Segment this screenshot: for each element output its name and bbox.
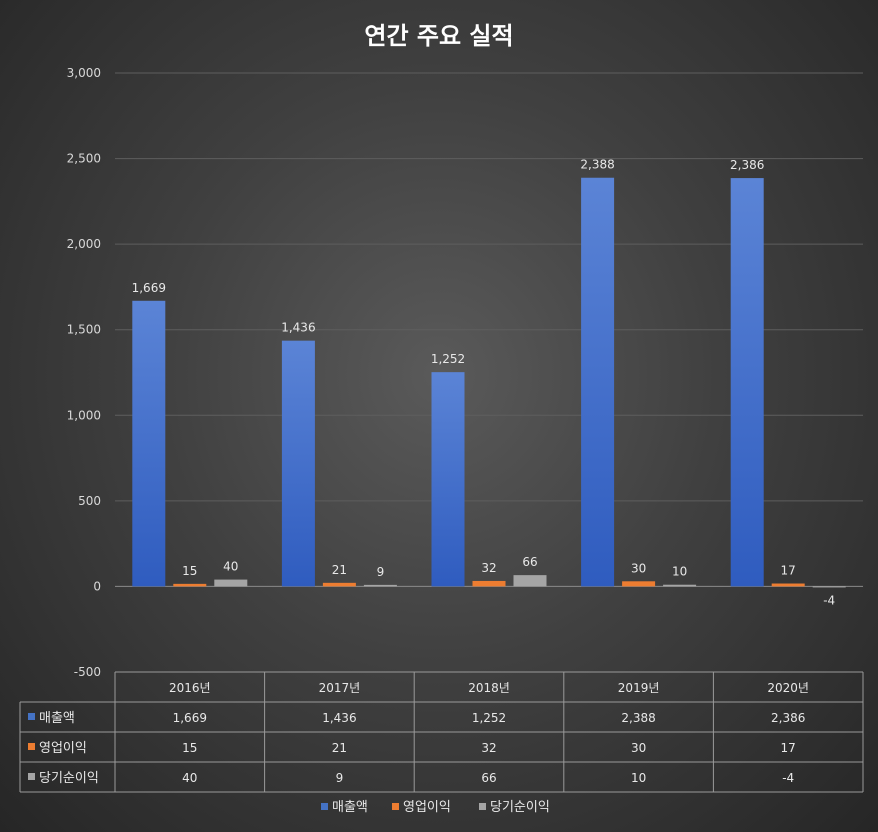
table-row-label: 영업이익 xyxy=(39,741,87,756)
data-label: -4 xyxy=(823,593,835,607)
bar-net-income xyxy=(812,586,846,588)
table-row-label: 매출액 xyxy=(39,711,75,726)
y-tick-label: 500 xyxy=(78,494,101,508)
bar-sales xyxy=(730,178,764,587)
bar-sales xyxy=(581,177,615,587)
bar-net-income xyxy=(513,575,547,587)
data-label: 2,388 xyxy=(580,158,614,172)
table-row-label: 당기순이익 xyxy=(39,771,99,786)
chart-title: 연간 주요 실적 xyxy=(364,22,513,50)
table-cell: 2,386 xyxy=(771,711,805,725)
table-header-cell: 2017년 xyxy=(319,681,361,695)
legend: 매출액 영업이익 당기순이익 xyxy=(321,800,550,815)
bar-net-income xyxy=(214,579,248,587)
table-legend-key xyxy=(28,713,35,720)
data-label: 1,669 xyxy=(132,281,166,295)
data-label: 1,252 xyxy=(431,352,465,366)
table-header-cell: 2018년 xyxy=(468,681,510,695)
table-header-cell: 2020년 xyxy=(767,681,809,695)
y-axis: 3,000 2,500 2,000 1,500 1,000 500 0 -500 xyxy=(67,66,101,679)
table-cell: 1,436 xyxy=(322,711,356,725)
data-label: 30 xyxy=(631,561,646,575)
table-cell: 21 xyxy=(332,741,347,755)
bar-operating-profit xyxy=(622,581,656,587)
legend-label: 영업이익 xyxy=(403,800,451,815)
bar-operating-profit xyxy=(771,583,805,587)
table-cell: 32 xyxy=(481,741,496,755)
bar-net-income xyxy=(363,584,397,587)
y-tick-label: 3,000 xyxy=(67,66,101,80)
data-label: 40 xyxy=(223,560,238,574)
bar-sales xyxy=(431,372,465,587)
legend-key xyxy=(392,803,399,810)
bar-sales xyxy=(281,340,315,587)
table-cell: 2,388 xyxy=(621,711,655,725)
bar-operating-profit xyxy=(322,582,356,587)
table-header-cell: 2019년 xyxy=(618,681,660,695)
data-labels: 1,669 15 40 1,436 21 9 1,252 32 66 2,388 30 10 2,386… xyxy=(132,158,836,608)
y-tick-label: 2,500 xyxy=(67,152,101,166)
y-tick-label: 2,000 xyxy=(67,237,101,251)
data-label: 10 xyxy=(672,565,687,579)
table-cell: 30 xyxy=(631,741,646,755)
table-cell: 1,669 xyxy=(173,711,207,725)
bar-operating-profit xyxy=(173,583,207,587)
y-tick-label: 1,000 xyxy=(67,408,101,422)
table-cell: 66 xyxy=(481,771,496,785)
data-label: 66 xyxy=(522,555,537,569)
bar-operating-profit xyxy=(472,580,506,587)
table-cell: 10 xyxy=(631,771,646,785)
table-cell: -4 xyxy=(782,771,794,785)
legend-key xyxy=(321,803,328,810)
table-cell: 15 xyxy=(182,741,197,755)
bars xyxy=(132,177,846,588)
bar-net-income xyxy=(663,584,697,587)
data-label: 32 xyxy=(481,561,496,575)
data-label: 21 xyxy=(332,563,347,577)
table-legend-key xyxy=(28,773,35,780)
table-cell: 1,252 xyxy=(472,711,506,725)
table-header-cell: 2016년 xyxy=(169,681,211,695)
y-tick-label: 0 xyxy=(93,579,101,593)
table-cell: 9 xyxy=(336,771,344,785)
y-tick-label: 1,500 xyxy=(67,323,101,337)
data-label: 15 xyxy=(182,564,197,578)
legend-label: 당기순이익 xyxy=(490,800,550,815)
bar-sales xyxy=(132,300,166,587)
y-tick-label: -500 xyxy=(74,665,101,679)
legend-label: 매출액 xyxy=(332,800,368,815)
data-label: 9 xyxy=(377,565,385,579)
table-legend-key xyxy=(28,743,35,750)
data-label: 17 xyxy=(781,564,796,578)
legend-key xyxy=(479,803,486,810)
table-cell: 17 xyxy=(781,741,796,755)
table-cell: 40 xyxy=(182,771,197,785)
data-label: 1,436 xyxy=(281,321,315,335)
data-label: 2,386 xyxy=(730,158,764,172)
